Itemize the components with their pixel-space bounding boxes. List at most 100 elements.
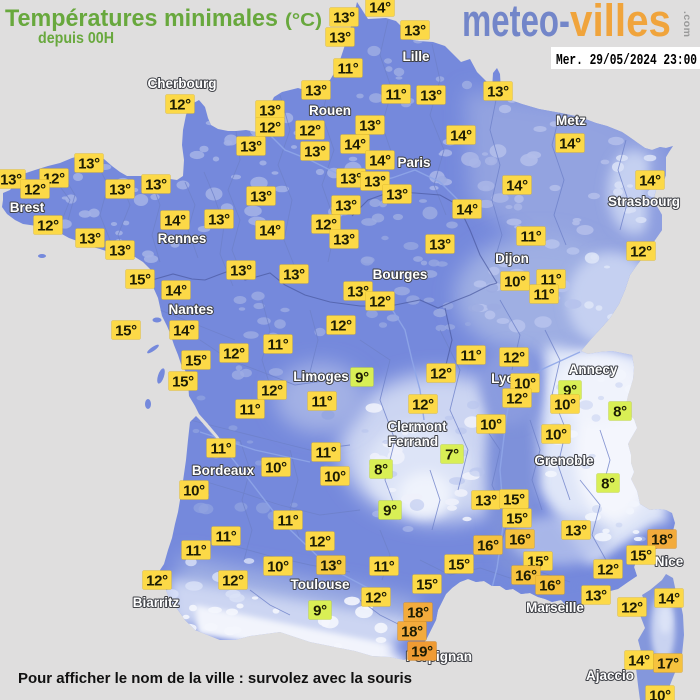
svg-text:Strasbourg: Strasbourg — [608, 194, 680, 209]
svg-text:villes: villes — [570, 0, 671, 46]
svg-text:Biarritz: Biarritz — [133, 595, 180, 610]
svg-text:11°: 11° — [386, 87, 407, 104]
svg-text:14°: 14° — [450, 128, 472, 145]
svg-text:14°: 14° — [506, 178, 528, 195]
svg-text:13°: 13° — [386, 187, 408, 204]
svg-text:Metz: Metz — [556, 113, 586, 128]
svg-text:Marseille: Marseille — [526, 600, 584, 615]
svg-text:13°: 13° — [259, 103, 281, 120]
svg-text:15°: 15° — [416, 577, 438, 594]
svg-text:11°: 11° — [338, 61, 359, 78]
svg-text:11°: 11° — [312, 394, 333, 411]
svg-text:10°: 10° — [267, 559, 289, 576]
svg-text:Paris: Paris — [397, 155, 430, 170]
svg-text:Annecy: Annecy — [569, 362, 618, 377]
svg-text:13°: 13° — [78, 156, 100, 173]
svg-text:14°: 14° — [559, 136, 581, 153]
svg-text:9°: 9° — [313, 603, 327, 620]
svg-text:18°: 18° — [407, 605, 429, 622]
svg-text:12°: 12° — [506, 391, 528, 408]
svg-text:10°: 10° — [545, 427, 567, 444]
svg-text:10°: 10° — [504, 274, 526, 291]
svg-text:12°: 12° — [169, 97, 191, 114]
svg-text:11°: 11° — [240, 402, 261, 419]
svg-text:11°: 11° — [374, 559, 395, 576]
svg-text:14°: 14° — [628, 653, 650, 670]
svg-text:18°: 18° — [401, 624, 423, 641]
svg-text:13°: 13° — [230, 263, 252, 280]
svg-text:.com: .com — [681, 11, 693, 38]
svg-text:11°: 11° — [534, 287, 555, 304]
svg-text:12°: 12° — [597, 562, 619, 579]
svg-text:12°: 12° — [330, 318, 352, 335]
svg-text:14°: 14° — [369, 0, 391, 17]
svg-text:7°: 7° — [445, 447, 459, 464]
svg-text:13°: 13° — [404, 23, 426, 40]
svg-text:Mer. 29/05/2024 23:00: Mer. 29/05/2024 23:00 — [556, 52, 697, 69]
svg-text:11°: 11° — [278, 513, 299, 530]
svg-text:Limoges: Limoges — [293, 369, 349, 384]
svg-text:12°: 12° — [412, 397, 434, 414]
svg-text:12°: 12° — [621, 600, 643, 617]
svg-text:14°: 14° — [173, 323, 195, 340]
svg-text:11°: 11° — [211, 441, 232, 458]
svg-text:13°: 13° — [487, 84, 509, 101]
svg-text:13°: 13° — [429, 237, 451, 254]
svg-text:14°: 14° — [259, 223, 281, 240]
svg-text:10°: 10° — [480, 417, 502, 434]
svg-text:13°: 13° — [109, 182, 131, 199]
svg-text:Bourges: Bourges — [373, 267, 428, 282]
svg-text:13°: 13° — [347, 284, 369, 301]
svg-text:13°: 13° — [364, 174, 386, 191]
svg-text:15°: 15° — [129, 272, 151, 289]
svg-text:10°: 10° — [649, 688, 671, 700]
svg-text:Cherbourg: Cherbourg — [148, 76, 217, 91]
svg-text:15°: 15° — [185, 353, 207, 370]
svg-text:12°: 12° — [369, 294, 391, 311]
svg-text:15°: 15° — [448, 557, 470, 574]
svg-text:14°: 14° — [456, 202, 478, 219]
svg-text:13°: 13° — [208, 212, 230, 229]
svg-text:13°: 13° — [304, 144, 326, 161]
svg-text:12°: 12° — [630, 244, 652, 261]
svg-text:15°: 15° — [503, 492, 525, 509]
svg-text:Lille: Lille — [402, 49, 429, 64]
svg-text:13°: 13° — [333, 10, 355, 27]
svg-text:8°: 8° — [601, 476, 615, 493]
svg-text:Nantes: Nantes — [168, 302, 213, 317]
svg-text:Toulouse: Toulouse — [291, 577, 350, 592]
svg-text:12°: 12° — [261, 383, 283, 400]
svg-text:13°: 13° — [359, 118, 381, 135]
svg-text:depuis 00H: depuis 00H — [38, 30, 114, 47]
svg-text:8°: 8° — [613, 404, 627, 421]
svg-text:13°: 13° — [333, 232, 355, 249]
svg-text:13°: 13° — [335, 198, 357, 215]
svg-text:12°: 12° — [146, 573, 168, 590]
svg-text:13°: 13° — [305, 83, 327, 100]
svg-text:Pour afficher le nom de la vil: Pour afficher le nom de la ville : survo… — [18, 670, 412, 687]
svg-text:13°: 13° — [0, 172, 22, 189]
svg-text:Dijon: Dijon — [495, 251, 529, 266]
svg-text:12°: 12° — [37, 218, 59, 235]
svg-text:13°: 13° — [109, 243, 131, 260]
svg-text:Grenoble: Grenoble — [534, 453, 594, 468]
svg-text:11°: 11° — [216, 529, 237, 546]
svg-text:10°: 10° — [554, 397, 576, 414]
svg-text:13°: 13° — [145, 177, 167, 194]
svg-text:12°: 12° — [24, 182, 46, 199]
svg-text:Bordeaux: Bordeaux — [192, 463, 255, 478]
svg-text:11°: 11° — [461, 348, 482, 365]
svg-text:13°: 13° — [283, 267, 305, 284]
svg-text:11°: 11° — [268, 337, 289, 354]
svg-text:13°: 13° — [240, 139, 262, 156]
svg-text:11°: 11° — [521, 229, 542, 246]
svg-text:12°: 12° — [222, 573, 244, 590]
svg-text:19°: 19° — [411, 644, 433, 661]
svg-text:11°: 11° — [316, 445, 337, 462]
svg-text:12°: 12° — [430, 366, 452, 383]
svg-text:13°: 13° — [340, 171, 362, 188]
svg-text:18°: 18° — [651, 532, 673, 549]
svg-text:12°: 12° — [503, 350, 525, 367]
svg-text:(°C): (°C) — [285, 10, 322, 30]
svg-text:10°: 10° — [183, 483, 205, 500]
